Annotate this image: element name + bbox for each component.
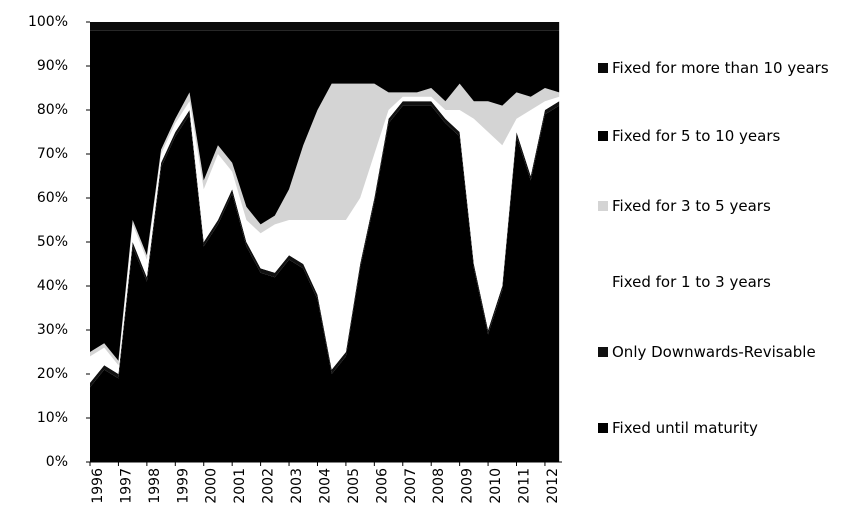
legend-label: Fixed for 3 to 5 years <box>612 197 771 215</box>
x-tick-label: 2005 <box>346 468 362 504</box>
legend-label: Only Downwards-Revisable <box>612 343 816 361</box>
legend-swatch <box>598 131 608 141</box>
y-tick-label: 20% <box>37 366 68 382</box>
y-tick-label: 60% <box>37 190 68 206</box>
x-tick-label: 2000 <box>204 468 220 504</box>
x-tick-label: 2009 <box>460 468 476 504</box>
y-tick-label: 70% <box>37 146 68 162</box>
x-tick-label: 2007 <box>403 468 419 504</box>
y-tick-label: 30% <box>37 322 68 338</box>
legend-item: Fixed until maturity <box>598 418 838 438</box>
legend-label: Fixed for 1 to 3 years <box>612 273 771 291</box>
y-tick-label: 10% <box>37 410 68 426</box>
legend-item: Only Downwards-Revisable <box>598 342 838 362</box>
x-tick-label: 2001 <box>232 468 248 504</box>
area <box>90 30 560 361</box>
y-tick-label: 50% <box>37 234 68 250</box>
legend-label: Fixed until maturity <box>612 419 758 437</box>
x-tick-label: 1998 <box>147 468 163 504</box>
x-tick-label: 2011 <box>517 468 533 504</box>
area <box>90 22 560 31</box>
legend-item: Fixed for 5 to 10 years <box>598 126 838 146</box>
x-tick-label: 1997 <box>118 468 134 504</box>
area <box>90 96 560 383</box>
area <box>90 83 560 366</box>
y-tick-label: 90% <box>37 58 68 74</box>
area <box>90 105 560 462</box>
legend-swatch <box>598 201 608 211</box>
x-tick-label: 2003 <box>289 468 305 504</box>
legend-item: Fixed for more than 10 years <box>598 58 838 78</box>
x-tick-label: 2012 <box>545 468 561 504</box>
legend-swatch <box>598 347 608 357</box>
y-tick-label: 40% <box>37 278 68 294</box>
y-tick-label: 0% <box>46 454 68 470</box>
legend-label: Fixed for 5 to 10 years <box>612 127 781 145</box>
x-tick-label: 2008 <box>431 468 447 504</box>
x-tick-label: 2010 <box>488 468 504 504</box>
x-tick-label: 1996 <box>90 468 106 504</box>
y-tick-label: 80% <box>37 102 68 118</box>
legend-item: Fixed for 3 to 5 years <box>598 196 838 216</box>
x-tick-label: 2002 <box>261 468 277 504</box>
y-tick-label: 100% <box>28 14 68 30</box>
legend-item: Fixed for 1 to 3 years <box>598 272 838 292</box>
x-tick-label: 1999 <box>175 468 191 504</box>
x-tick-label: 2004 <box>317 468 333 504</box>
x-tick-label: 2006 <box>374 468 390 504</box>
legend-swatch <box>598 423 608 433</box>
legend-label: Fixed for more than 10 years <box>612 59 829 77</box>
legend-swatch <box>598 277 608 287</box>
legend-swatch <box>598 63 608 73</box>
